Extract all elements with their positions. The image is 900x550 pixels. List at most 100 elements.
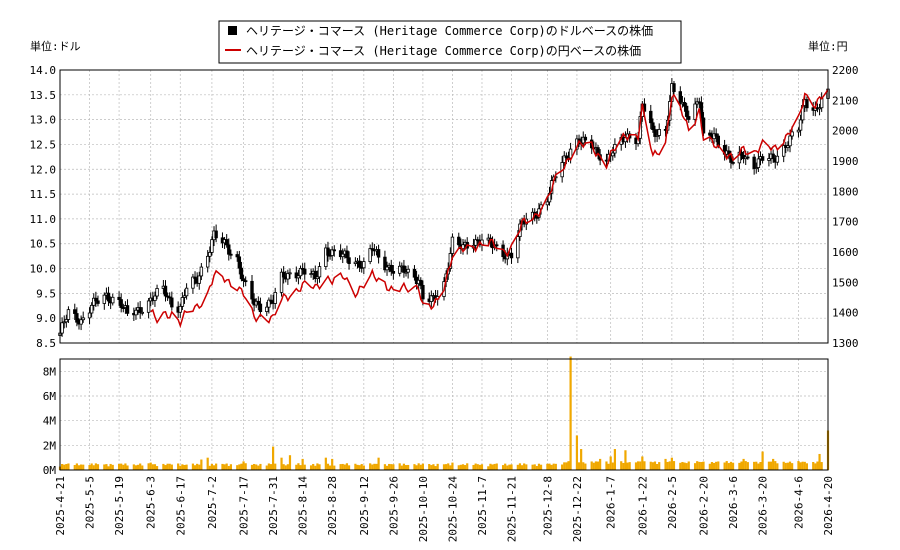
volume-bar: [565, 462, 568, 470]
volume-bar: [77, 465, 81, 470]
price-axis-right: 1300 1400 1500 1600 1700 1800 1900 2000 2100 2200: [832, 64, 859, 350]
candle-body: [649, 110, 653, 124]
volume-bar: [478, 464, 481, 470]
volume-bar: [744, 461, 747, 470]
volume-bar: [729, 461, 733, 470]
candle-body: [708, 132, 712, 136]
volume-bar: [82, 464, 85, 470]
candle-body: [326, 247, 330, 256]
candle-body: [701, 117, 706, 134]
volume-bar: [417, 463, 420, 470]
volume-bar: [75, 463, 78, 470]
y-left-tick-label: 9.0: [36, 312, 56, 325]
candle-body: [92, 297, 96, 306]
candle-body: [767, 158, 771, 161]
y-left-tick-label: 10.5: [30, 238, 57, 251]
volume-bar: [803, 461, 806, 470]
volume-bar: [155, 466, 159, 470]
candle-body: [376, 249, 381, 258]
candle-body: [79, 319, 83, 325]
volume-bar: [727, 463, 730, 470]
candle-body: [64, 319, 69, 323]
x-tick-label: 2025-7-2: [206, 476, 219, 529]
volume-bar: [257, 465, 260, 470]
volume-bar: [191, 463, 195, 470]
volume-tick-label: 8M: [43, 365, 57, 378]
candle-body: [269, 299, 273, 302]
candle-body: [562, 155, 566, 163]
volume-bar: [520, 465, 524, 470]
volume-bar: [552, 463, 555, 470]
volume-bar: [404, 465, 408, 470]
candle-body: [87, 312, 92, 319]
candle-body: [461, 244, 465, 250]
volume-bar: [666, 461, 669, 470]
y-left-tick-label: 11.5: [30, 188, 57, 201]
candle-body: [450, 236, 455, 254]
candle-body: [357, 260, 362, 268]
volume-tick-label: 0M: [43, 464, 57, 477]
volume-bar: [227, 465, 230, 470]
volume-bar: [653, 461, 657, 470]
volume-bar: [210, 463, 214, 470]
volume-bar: [284, 465, 287, 470]
candle-body: [756, 158, 761, 168]
volume-bar: [67, 463, 70, 470]
candle-body: [568, 148, 573, 159]
candle-body: [611, 152, 615, 157]
volume-bar: [626, 462, 629, 470]
volume-bar: [757, 463, 760, 470]
candle-body: [324, 247, 328, 267]
candle-body: [330, 249, 334, 256]
volume-tick-label: 6M: [43, 390, 57, 403]
volume-bar: [271, 446, 275, 470]
volume-bar: [421, 463, 425, 470]
volume-bar: [493, 463, 496, 470]
volume-bar: [369, 463, 372, 470]
volume-bar: [723, 462, 726, 470]
volume-bar: [103, 464, 106, 470]
candle-body: [687, 116, 691, 120]
candle-body: [564, 155, 569, 159]
volume-bar: [599, 458, 602, 470]
volume-bar: [225, 463, 228, 470]
volume-bar: [698, 461, 701, 470]
x-tick-label: 2025-9-12: [358, 476, 371, 536]
volume-tick-label: 4M: [43, 415, 57, 428]
volume-bar: [639, 461, 642, 470]
volume-bar: [776, 463, 779, 470]
volume-bar: [282, 464, 285, 470]
y-right-tick-label: 1600: [832, 246, 859, 259]
volume-bar: [385, 465, 389, 470]
candle-body: [714, 133, 718, 137]
volume-bar: [700, 462, 703, 470]
y-left-unit-label: 単位:ドル: [30, 39, 81, 53]
volume-bar: [658, 462, 661, 470]
volume-bar: [166, 463, 169, 470]
volume-bar: [392, 464, 395, 470]
volume-bar: [447, 463, 450, 470]
legend-label-usd: ヘリテージ・コマース (Heritage Commerce Corp)のドルベー…: [246, 23, 653, 38]
candle-body: [693, 103, 697, 120]
candle-body: [279, 271, 284, 293]
volume-bar: [797, 461, 800, 470]
volume-bar: [223, 464, 226, 470]
volume-bar: [710, 462, 714, 470]
volume-bar: [561, 464, 564, 470]
volume-bar: [122, 464, 125, 470]
candle-body: [345, 250, 349, 259]
volume-bar: [65, 464, 68, 470]
volume-bar: [668, 461, 671, 470]
volume-bar: [436, 463, 439, 470]
volume-bar: [314, 465, 317, 470]
volume-bar: [88, 465, 91, 470]
candle-body: [288, 272, 292, 275]
candle-body: [73, 309, 77, 314]
volume-bar: [569, 356, 572, 470]
volume-bar: [105, 464, 108, 470]
candle-body: [509, 252, 514, 259]
x-tick-label: 2026-4-6: [792, 476, 805, 529]
volume-bar: [79, 464, 83, 470]
volume-bar: [198, 464, 201, 470]
volume-bar: [280, 457, 283, 470]
